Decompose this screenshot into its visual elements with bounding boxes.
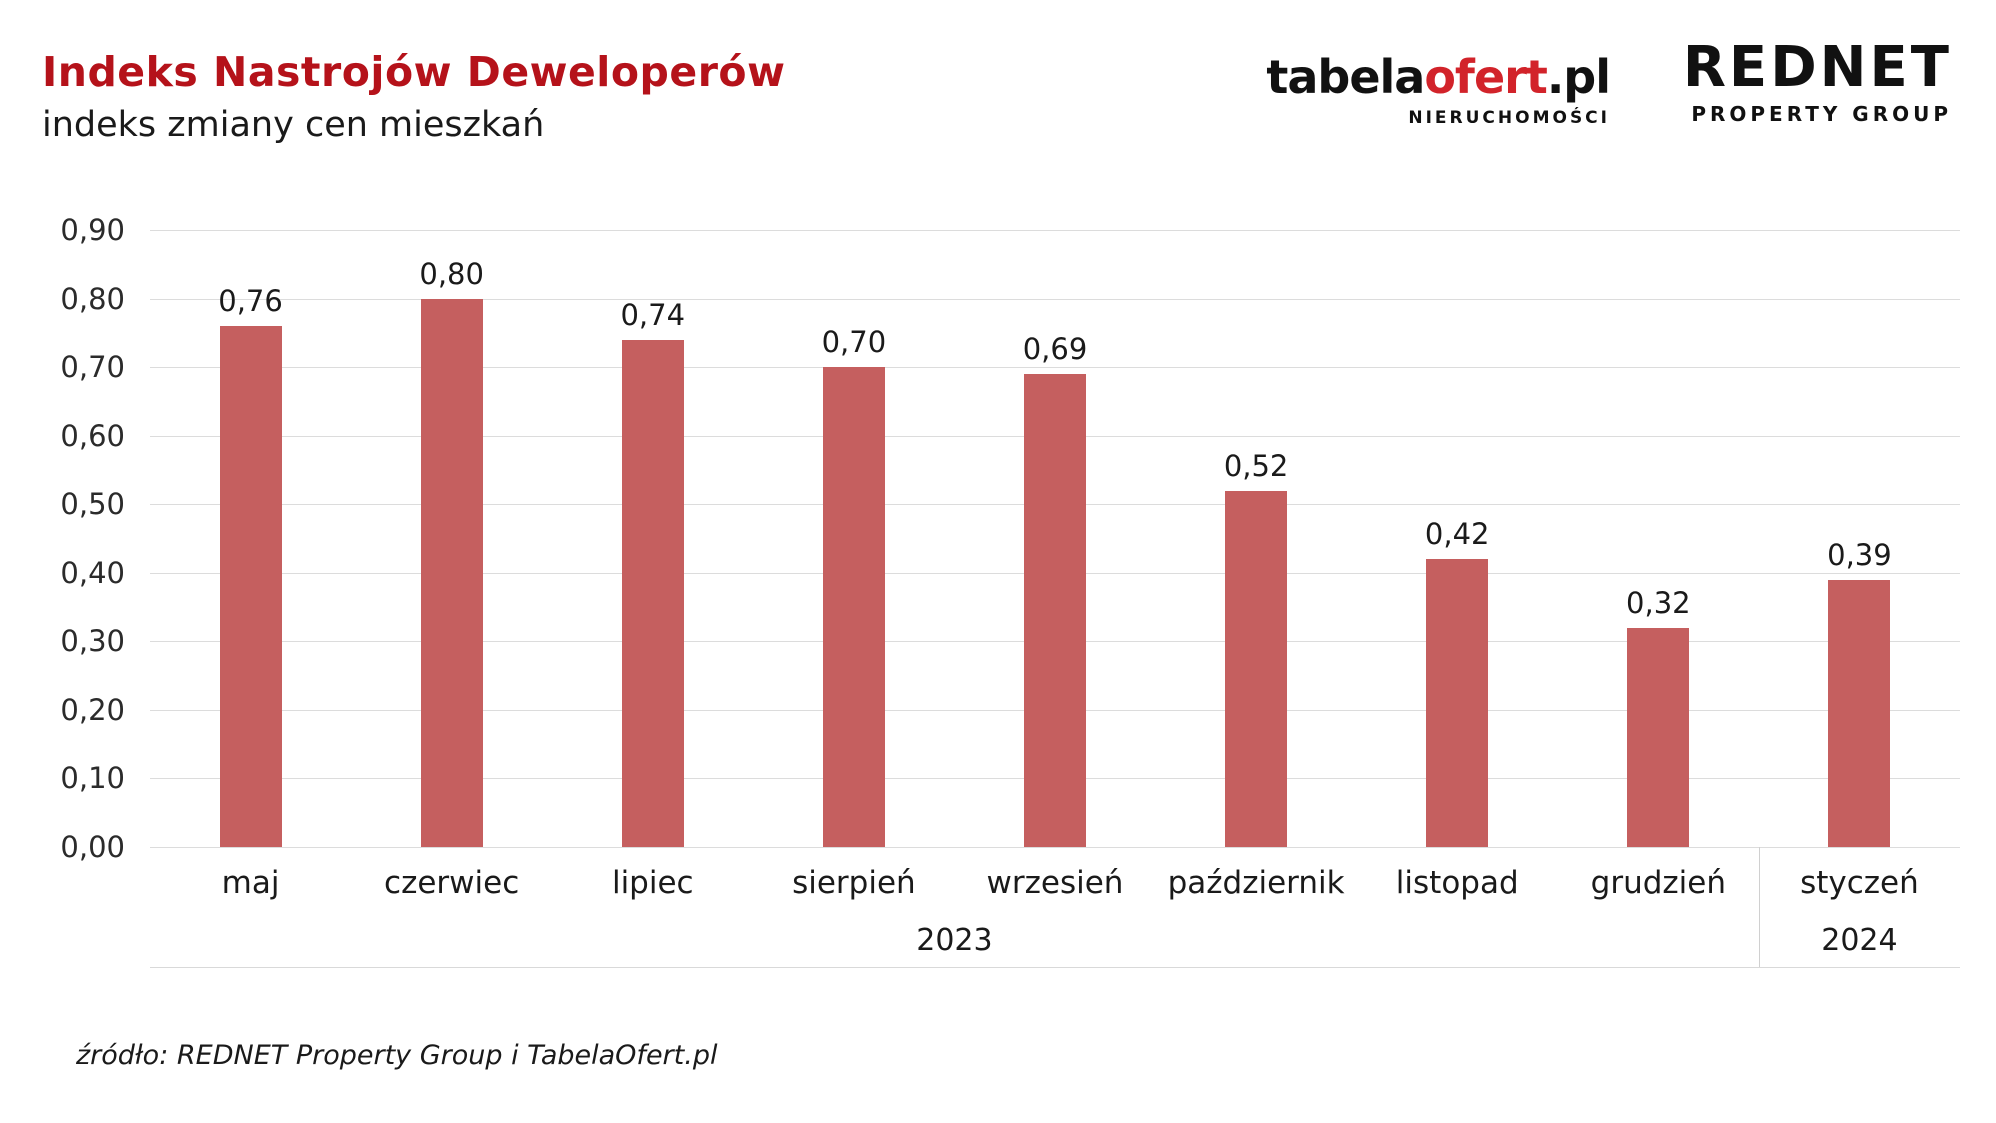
y-tick-label: 0,60 (60, 418, 125, 453)
bar (219, 325, 282, 847)
bar-slot: 0,76 (150, 230, 351, 847)
x-tick-label: grudzień (1590, 865, 1726, 901)
bar-value-label: 0,39 (1827, 537, 1892, 572)
bar-chart: 0,00 0,10 0,20 0,30 0,40 0,50 0,60 0,70 0,80 0,90… (60, 213, 1960, 968)
bar-slot: 0,74 (552, 230, 753, 847)
y-tick-label: 0,40 (60, 555, 125, 590)
bar-slot: 0,69 (954, 230, 1155, 847)
tabelaofert-tagline: NIERUCHOMOŚCI (1408, 108, 1610, 128)
y-tick-label: 0,20 (60, 692, 125, 727)
x-tick-label: czerwiec (384, 865, 520, 901)
bar-value-label: 0,69 (1022, 331, 1088, 366)
year-label: 2024 (1821, 923, 1898, 958)
x-tick-label: listopad (1395, 865, 1519, 901)
y-tick-label: 0,00 (60, 830, 125, 864)
bar (1426, 559, 1489, 847)
tabelaofert-wordmark-red: ofert (1424, 50, 1547, 104)
rednet-tagline: PROPERTY GROUP (1691, 102, 1952, 126)
y-tick-label: 0,30 (60, 624, 125, 659)
x-tick-label: styczeń (1800, 865, 1919, 901)
x-tick-label: październik (1167, 865, 1345, 901)
bar-slot: 0,52 (1156, 230, 1357, 847)
x-tick-label: wrzesień (986, 865, 1124, 901)
gridline (150, 847, 1960, 848)
bar-slot: 0,39 (1759, 230, 1960, 847)
tabelaofert-wordmark-black: tabela (1266, 50, 1425, 104)
y-tick-label: 0,80 (60, 281, 125, 316)
x-axis-years: 2023 2024 (150, 909, 1960, 967)
source-note: źródło: REDNET Property Group i TabelaOf… (76, 1040, 718, 1071)
bar-slot: 0,32 (1558, 230, 1759, 847)
bar (1023, 373, 1086, 847)
y-tick-label: 0,70 (60, 350, 125, 385)
bar-value-label: 0,52 (1223, 448, 1289, 483)
x-tick-label: lipiec (611, 865, 694, 901)
y-tick-label: 0,90 (60, 213, 125, 247)
bar-value-label: 0,70 (821, 325, 887, 360)
bar-value-label: 0,76 (218, 283, 283, 318)
bar-value-label: 0,42 (1424, 517, 1490, 552)
bar (1627, 627, 1690, 847)
axis-bottom-line (150, 967, 1960, 968)
year-label: 2023 (916, 923, 993, 958)
bar (621, 339, 684, 847)
bar (1225, 490, 1288, 847)
bar (1828, 579, 1891, 847)
gridline (150, 367, 1960, 369)
tabelaofert-logo: tabelaofert.pl NIERUCHOMOŚCI (1266, 50, 1611, 128)
bar-slot: 0,80 (351, 230, 552, 847)
rednet-wordmark: REDNET (1682, 35, 1952, 100)
year-separator-line (1758, 847, 1760, 967)
bars-layer: 0,76 0,80 0,74 0,70 0,69 0,52 0,42 0,32 0,39 (150, 230, 1960, 847)
bar-value-label: 0,32 (1626, 585, 1691, 620)
tabelaofert-wordmark-suffix: .pl (1546, 50, 1611, 104)
bar (822, 367, 885, 847)
bar (420, 298, 483, 847)
bar-value-label: 0,74 (620, 297, 686, 332)
x-tick-label: sierpień (792, 865, 916, 901)
bar-slot: 0,42 (1357, 230, 1558, 847)
y-tick-label: 0,50 (60, 487, 125, 522)
bar-slot: 0,70 (753, 230, 954, 847)
chart-subtitle: indeks zmiany cen mieszkań (42, 105, 545, 145)
x-axis-months: maj czerwiec lipiec sierpień wrzesień paździe… (150, 847, 1960, 909)
y-tick-label: 0,10 (60, 761, 125, 796)
gridline (150, 230, 1960, 231)
x-tick-label: maj (221, 865, 280, 901)
rednet-logo: REDNET PROPERTY GROUP (1682, 35, 1952, 127)
chart-title: Indeks Nastrojów Deweloperów (42, 48, 786, 96)
bar-value-label: 0,80 (419, 256, 484, 291)
tabelaofert-wordmark: tabelaofert.pl (1266, 50, 1611, 104)
gridline (150, 298, 1960, 300)
